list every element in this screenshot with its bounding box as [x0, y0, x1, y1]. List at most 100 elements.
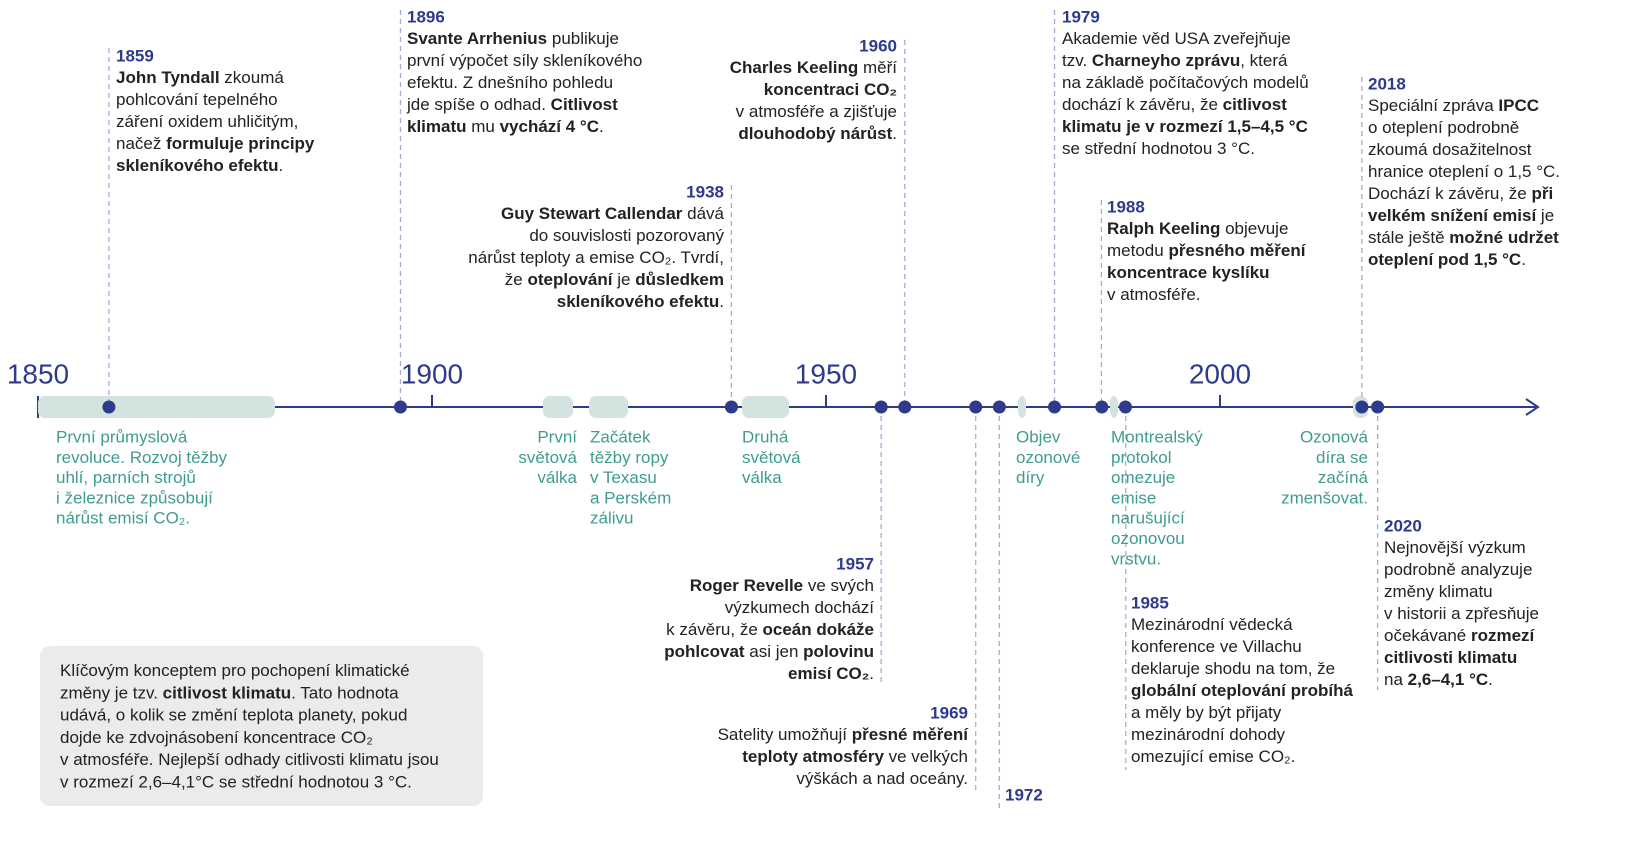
- bold-segment: Guy Stewart Callendar: [501, 204, 683, 223]
- bold-segment: koncentraci CO₂: [764, 80, 897, 99]
- text-segment: do souvislosti pozorovaný: [529, 226, 724, 245]
- text-line: výškách a nad oceány.: [796, 769, 968, 788]
- bold-segment: citlivosti klimatu: [1384, 648, 1517, 667]
- event-dot: [898, 400, 912, 414]
- period-bar: [1110, 396, 1118, 418]
- text-line: Ralph Keeling objevuje: [1107, 219, 1288, 238]
- text-line: metodu přesného měření: [1107, 241, 1307, 260]
- text-line: Dochází k závěru, že při: [1368, 184, 1553, 203]
- text-segment: jde spíše o odhad.: [406, 95, 551, 114]
- text-segment: dochází k závěru, že: [1062, 95, 1223, 114]
- bold-segment: Charles Keeling: [730, 58, 859, 77]
- period-text: díra se: [1316, 448, 1368, 467]
- bold-segment: při: [1531, 184, 1553, 203]
- period-text: omezuje: [1111, 468, 1175, 487]
- bold-segment: přesného měření: [1168, 241, 1306, 260]
- text-line: Akademie věd USA zveřejňuje: [1062, 29, 1291, 48]
- text-segment: na základě počítačových modelů: [1062, 73, 1309, 92]
- text-segment: publikuje: [547, 29, 619, 48]
- period-text: i železnice způsobují: [56, 488, 213, 507]
- text-line: k závěru, že oceán dokáže: [666, 620, 874, 639]
- period-text: protokol: [1111, 448, 1171, 467]
- text-segment: tzv.: [1062, 51, 1092, 70]
- text-line: dojde ke zdvojnásobení koncentrace CO₂: [60, 728, 373, 747]
- text-line: tzv. Charneyho zprávu, která: [1062, 51, 1288, 70]
- bold-segment: skleníkového efektu: [557, 292, 720, 311]
- bold-segment: globální oteplování probíhá: [1131, 681, 1353, 700]
- event-dot: [874, 400, 888, 414]
- event-dot: [1355, 400, 1369, 414]
- text-line: Guy Stewart Callendar dává: [501, 204, 725, 223]
- event-dot: [1048, 400, 1062, 414]
- event-year: 2018: [1368, 74, 1406, 93]
- text-segment: v atmosféře a zjišťuje: [736, 102, 897, 121]
- period-text: nárůst emisí CO₂.: [56, 509, 190, 528]
- text-line: Nejnovější výzkum: [1384, 538, 1526, 557]
- bold-segment: pohlcovat: [664, 642, 745, 661]
- text-line: se střední hodnotou 3 °C.: [1062, 139, 1255, 158]
- text-line: první výpočet síly skleníkového: [407, 51, 642, 70]
- period-text: ozonové: [1016, 448, 1080, 467]
- bold-segment: klimatu je v rozmezí 1,5–4,5 °C: [1062, 117, 1308, 136]
- period-text: emise: [1111, 488, 1156, 507]
- axis-arrow: [1525, 398, 1540, 416]
- text-line: zkoumá dosažitelnost: [1368, 140, 1532, 159]
- text-line: podrobně analyzuje: [1384, 560, 1532, 579]
- text-segment: dojde ke zdvojnásobení koncentrace CO₂: [60, 728, 373, 747]
- text-segment: v rozmezí 2,6–4,1°C se střední hodnotou …: [60, 773, 412, 792]
- text-segment: načež: [116, 134, 166, 153]
- text-segment: mu: [467, 117, 500, 136]
- event-dot: [102, 400, 116, 414]
- text-line: v atmosféře.: [1107, 285, 1201, 304]
- text-segment: měří: [858, 58, 897, 77]
- text-segment: v atmosféře.: [1107, 285, 1201, 304]
- period-bar: [589, 396, 628, 418]
- text-segment: hranice oteplení o 1,5 °C.: [1368, 162, 1560, 181]
- text-segment: ve velkých: [884, 747, 968, 766]
- text-segment: ve svých: [803, 576, 874, 595]
- axis-label: 2000: [1189, 358, 1251, 389]
- bold-segment: oceán dokáže: [763, 620, 875, 639]
- text-segment: se střední hodnotou 3 °C.: [1062, 139, 1255, 158]
- period-text: světová: [742, 448, 801, 467]
- info-box: [40, 646, 483, 806]
- text-segment: asi jen: [745, 642, 804, 661]
- text-segment: první výpočet síly skleníkového: [407, 51, 642, 70]
- text-segment: .: [279, 156, 284, 175]
- text-segment: udává, o kolik se změní teplota planety,…: [60, 706, 407, 725]
- text-segment: Nejnovější výzkum: [1384, 538, 1526, 557]
- bold-segment: emisí CO₂: [788, 664, 869, 683]
- bold-segment: Citlivost: [551, 95, 618, 114]
- bold-segment: citlivost: [1223, 95, 1288, 114]
- text-line: efektu. Z dnešního pohledu: [407, 73, 613, 92]
- text-segment: změny je tzv.: [60, 684, 163, 703]
- text-segment: k závěru, že: [666, 620, 762, 639]
- event-year: 1896: [407, 7, 445, 26]
- event-year: 1957: [836, 554, 874, 573]
- event-year: 1988: [1107, 197, 1145, 216]
- text-line: že oteplování je důsledkem: [505, 270, 724, 289]
- event-year: 1969: [930, 703, 968, 722]
- event-dot: [969, 400, 983, 414]
- text-segment: Klíčovým konceptem pro pochopení klimati…: [60, 661, 410, 680]
- text-segment: konference ve Villachu: [1131, 637, 1302, 656]
- bold-segment: skleníkového efektu: [116, 156, 279, 175]
- text-segment: stále ještě: [1368, 228, 1449, 247]
- text-line: koncentrace kyslíku: [1107, 263, 1270, 282]
- bold-segment: možné udržet: [1449, 228, 1559, 247]
- text-segment: podrobně analyzuje: [1384, 560, 1532, 579]
- bold-segment: oteplení pod 1,5 °C: [1368, 250, 1521, 269]
- text-line: hranice oteplení o 1,5 °C.: [1368, 162, 1560, 181]
- axis-label: 1900: [401, 358, 463, 389]
- text-line: změny je tzv. citlivost klimatu. Tato ho…: [60, 684, 399, 703]
- bold-segment: rozmezí: [1471, 626, 1536, 645]
- text-line: změny klimatu: [1384, 582, 1493, 601]
- event-dot: [1095, 400, 1109, 414]
- text-segment: a měly by být přijaty: [1131, 703, 1282, 722]
- text-line: konference ve Villachu: [1131, 637, 1302, 656]
- bold-segment: John Tyndall: [116, 68, 220, 87]
- text-line: v atmosféře a zjišťuje: [736, 102, 897, 121]
- text-segment: Mezinárodní vědecká: [1131, 615, 1293, 634]
- period-text: uhlí, parních strojů: [56, 468, 196, 487]
- period-text: První průmyslová: [56, 427, 188, 446]
